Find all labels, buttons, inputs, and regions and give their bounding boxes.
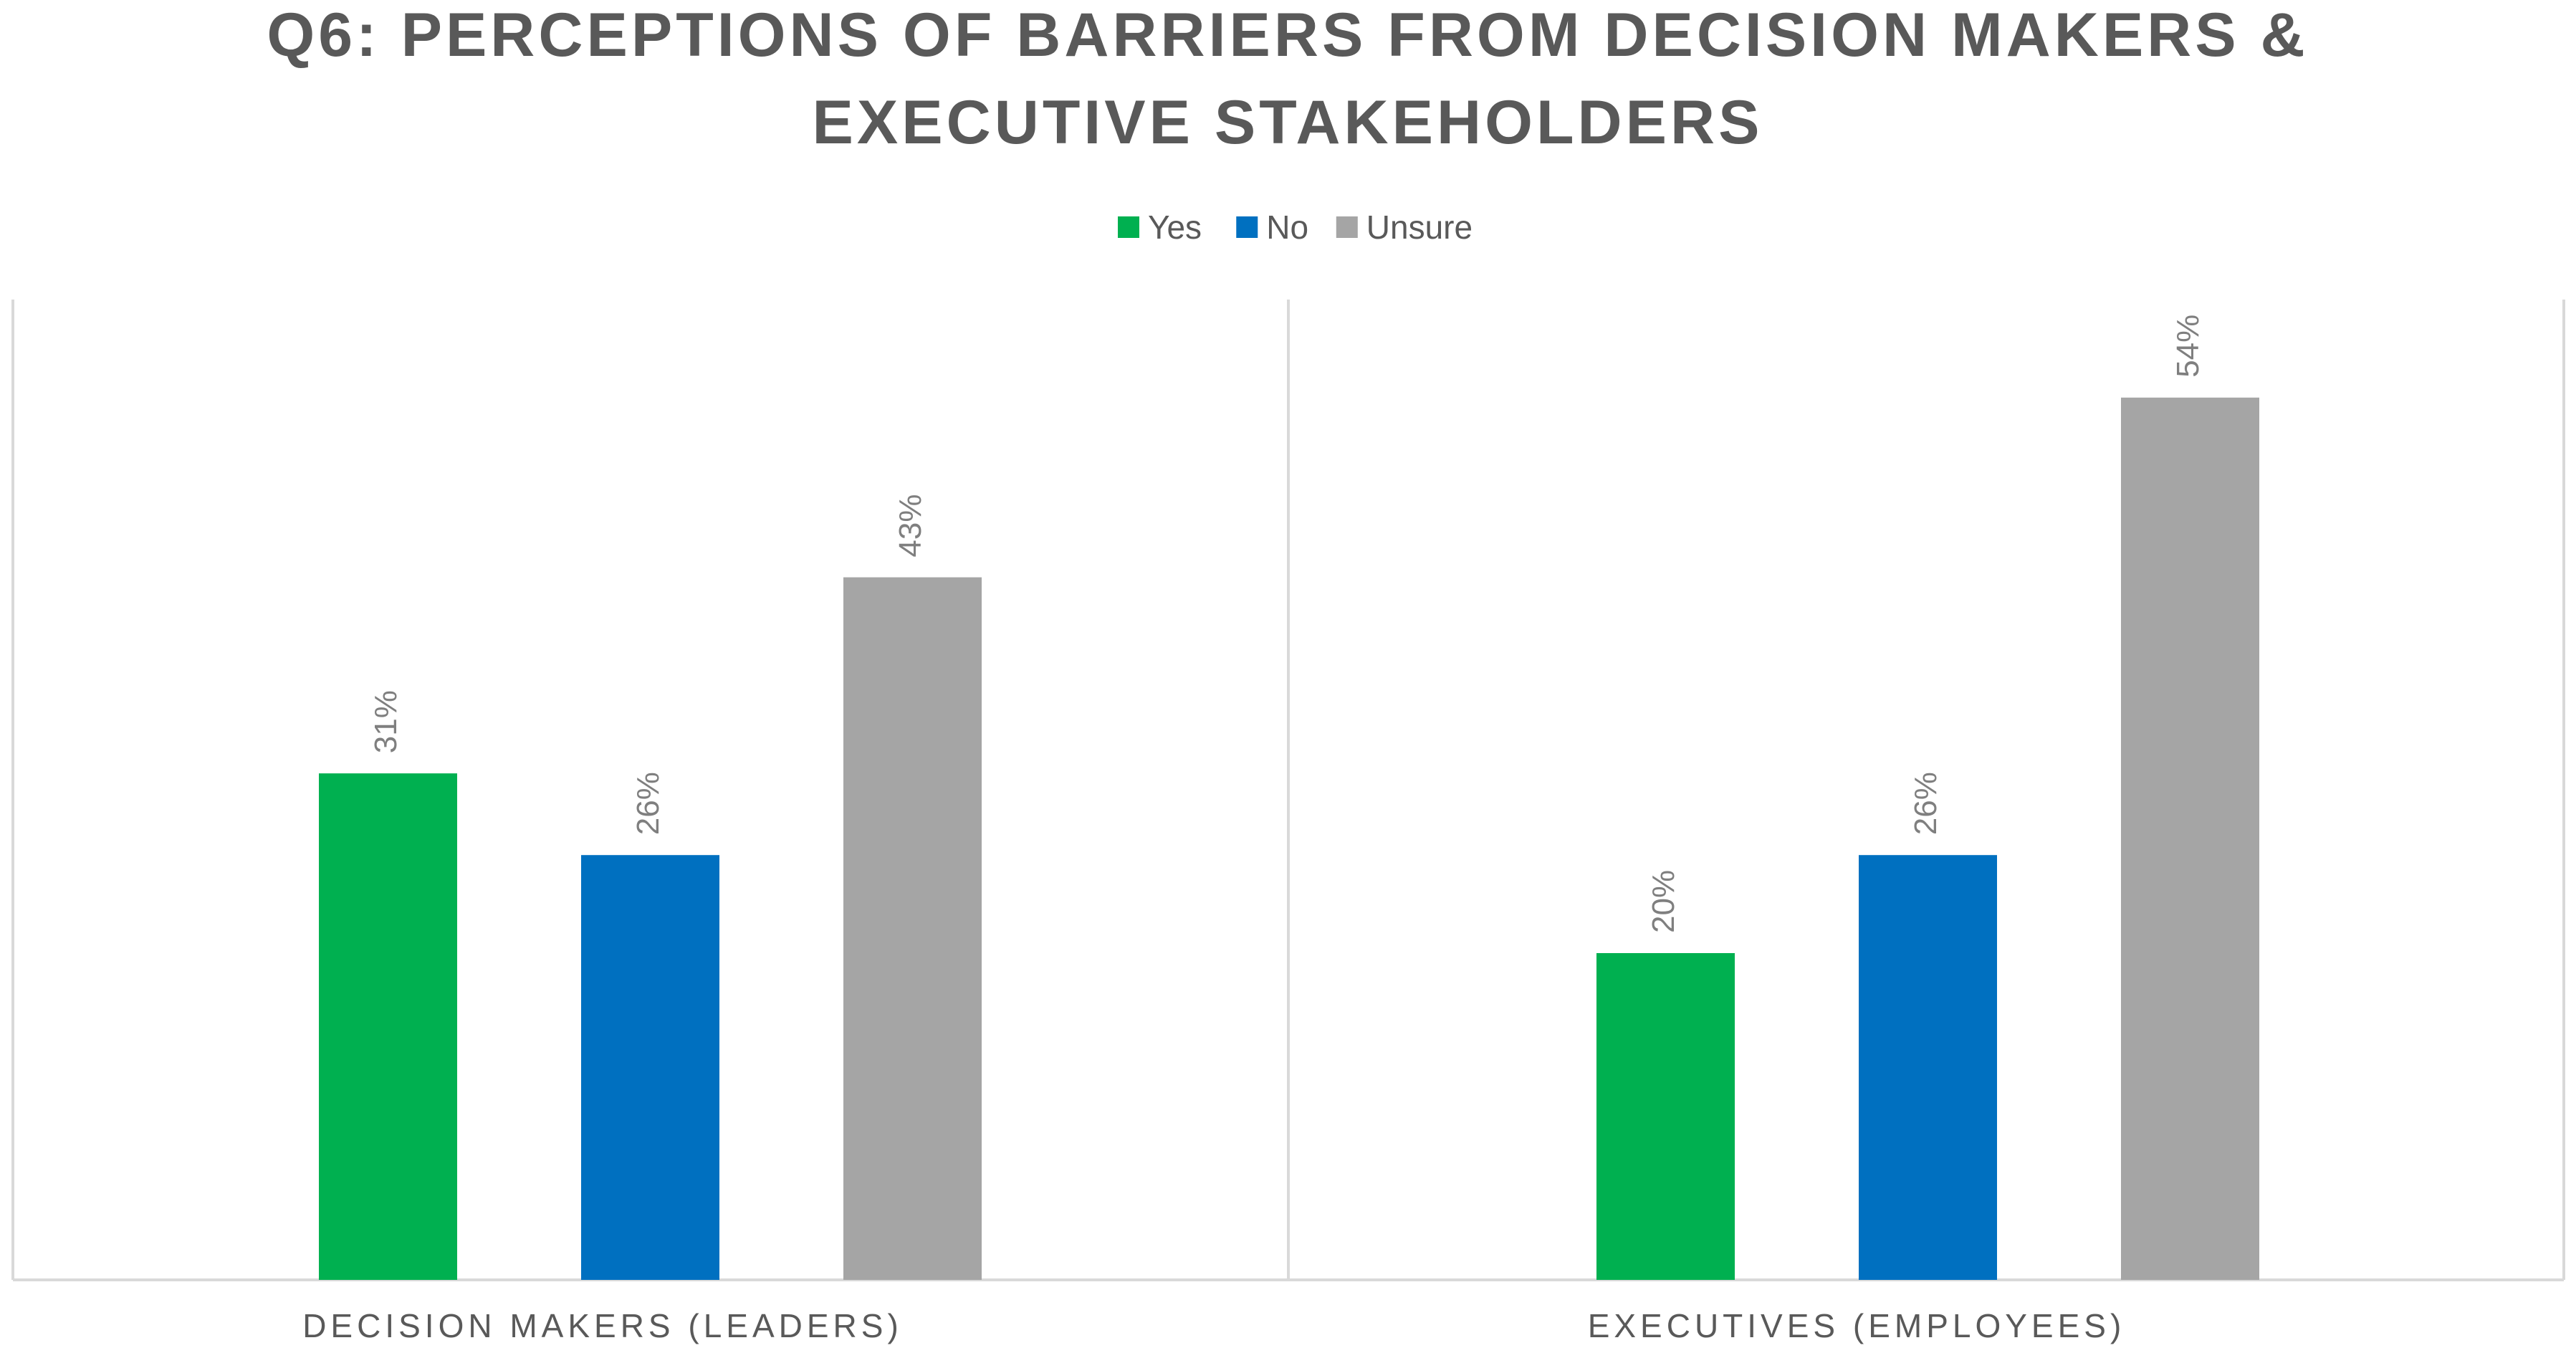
chart-title-line-2: EXECUTIVE STAKEHOLDERS xyxy=(813,88,1763,157)
data-label: 43% xyxy=(893,494,928,558)
legend-label: Unsure xyxy=(1366,209,1473,246)
chart-title-line-1: Q6: PERCEPTIONS OF BARRIERS FROM DECISIO… xyxy=(267,1,2308,70)
legend-swatch xyxy=(1118,216,1139,238)
bar-unsure-2 xyxy=(2121,397,2259,1280)
bar-yes-2 xyxy=(1596,953,1735,1280)
data-label: 54% xyxy=(2170,315,2206,378)
bars xyxy=(319,397,2259,1280)
x-axis-label: DECISION MAKERS (LEADERS) xyxy=(302,1307,903,1344)
bar-no-1 xyxy=(581,855,719,1280)
legend-label: No xyxy=(1266,209,1308,246)
x-axis-label: EXECUTIVES (EMPLOYEES) xyxy=(1588,1307,2126,1344)
legend: Yes No Unsure xyxy=(1118,209,1473,246)
data-label: 31% xyxy=(368,690,403,753)
bar-no-2 xyxy=(1859,855,1997,1280)
data-label: 20% xyxy=(1646,870,1681,933)
legend-item-yes: Yes xyxy=(1118,209,1202,246)
legend-swatch xyxy=(1236,216,1258,238)
data-labels: 31% 26% 43% 20% 26% 54% xyxy=(368,315,2206,933)
bar-unsure-1 xyxy=(843,577,982,1280)
data-label: 26% xyxy=(631,772,666,835)
legend-item-unsure: Unsure xyxy=(1336,209,1473,246)
bar-yes-1 xyxy=(319,773,457,1280)
data-label: 26% xyxy=(1908,772,1943,835)
legend-item-no: No xyxy=(1236,209,1308,246)
x-axis-labels: DECISION MAKERS (LEADERS) EXECUTIVES (EMP… xyxy=(302,1307,2126,1344)
chart-title: Q6: PERCEPTIONS OF BARRIERS FROM DECISIO… xyxy=(267,1,2308,157)
legend-swatch xyxy=(1336,216,1358,238)
legend-label: Yes xyxy=(1148,209,1202,246)
